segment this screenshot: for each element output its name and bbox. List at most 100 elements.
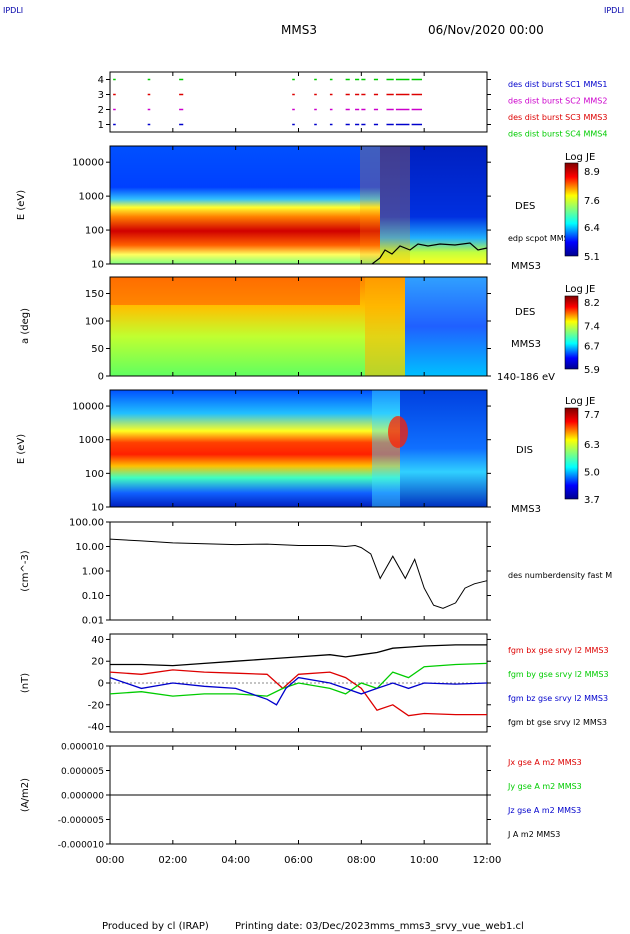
des-energy-colorbar: Log JE 8.9 7.6 6.4 5.1	[564, 152, 600, 263]
y-tick-label: 1000	[79, 435, 104, 446]
burst-marks	[113, 78, 423, 126]
y-tick-label: 1	[98, 120, 104, 131]
des-energy-ylabel: E (eV)	[16, 190, 27, 220]
bfield-legend-item: fgm bt gse srvy l2 MMS3	[508, 718, 607, 727]
y-tick-label: 1000	[79, 192, 104, 203]
dis-energy-ylabel: E (eV)	[16, 434, 27, 464]
y-tick-label: 10	[91, 260, 104, 271]
y-tick-label: -0.000005	[58, 816, 104, 826]
y-tick-label: 4	[98, 75, 104, 86]
des-pitch-energy-range: 140-186 eV	[497, 372, 555, 383]
y-tick-label: 100	[85, 469, 104, 480]
des-energy-colorbar-ticks: 8.9 7.6 6.4 5.1	[584, 167, 600, 263]
bfield-series-line	[110, 644, 487, 667]
y-tick-label: 10000	[72, 158, 104, 169]
bfield-legend-item: fgm by gse srvy l2 MMS3	[508, 670, 609, 679]
dis-energy-spacecraft-label: MMS3	[511, 504, 541, 515]
time-tick-label: 00:00	[96, 855, 125, 866]
des-pitch-colorbar-title: Log JE	[565, 284, 595, 295]
current-legend-item: J A m2 MMS3	[507, 830, 560, 839]
y-tick-label: 150	[85, 289, 104, 300]
panel-bfield: (nT) 40 20 0 -20 -40 fgm bx gse srvy l2 MMS3…	[20, 633, 609, 733]
footer-produced-by: Produced by cl (IRAP)	[102, 921, 209, 932]
current-legend-item: Jy gse A m2 MMS3	[507, 782, 582, 791]
y-tick-label: 100	[85, 226, 104, 237]
y-tick-label: 3	[98, 90, 104, 101]
colorbar-tick-label: 8.9	[584, 167, 600, 178]
page-title: MMS3	[281, 23, 317, 37]
des-pitch-spacecraft-label: MMS3	[511, 339, 541, 350]
dis-energy-late-region	[400, 390, 487, 507]
density-ylabel: (cm^-3)	[20, 550, 31, 591]
des-pitch-colorbar-gradient	[564, 295, 579, 370]
y-tick-label: 50	[91, 344, 104, 355]
time-tick-label: 02:00	[158, 855, 187, 866]
header-date: 06/Nov/2020 00:00	[428, 23, 544, 37]
panel-des-energy: E (eV) 10000 1000 100 10 DES edp scpot MMS3…	[16, 145, 600, 272]
y-tick-label: -20	[88, 700, 104, 711]
des-energy-overlay-label: edp scpot MMS3	[508, 234, 574, 243]
colorbar-tick-label: 3.7	[584, 495, 600, 506]
des-pitch-instrument-label: DES	[515, 307, 535, 318]
bfield-legend-item: fgm bz gse srvy l2 MMS3	[508, 694, 608, 703]
dis-energy-hot-spot	[388, 416, 408, 448]
des-pitch-transition	[365, 277, 405, 376]
des-pitch-strong-band	[110, 277, 360, 305]
colorbar-tick-label: 7.6	[584, 196, 600, 207]
burst-legend-item: des dist burst SC2 MMS2	[508, 97, 607, 106]
y-tick-label: 40	[91, 635, 104, 646]
burst-legend-item: des dist burst SC3 MMS3	[508, 113, 607, 122]
dis-energy-colorbar-title: Log JE	[565, 396, 595, 407]
bfield-legend-item: fgm bx gse srvy l2 MMS3	[508, 646, 609, 655]
des-pitch-ylabel: a (deg)	[20, 308, 31, 344]
panel-current: (A/m2) 0.000010 0.000005 0.000000 -0.000005…	[20, 743, 582, 851]
y-tick-label: 100.00	[69, 518, 104, 529]
bfield-series-line	[109, 676, 488, 706]
y-tick-label: 0.10	[82, 591, 104, 602]
des-energy-spacecraft-label: MMS3	[511, 261, 541, 272]
bfield-legend: fgm bx gse srvy l2 MMS3 fgm by gse srvy l…	[508, 646, 609, 727]
corner-label-top-right: IPDLI	[604, 6, 624, 15]
dis-energy-colorbar: Log JE 7.7 6.3 5.0 3.7	[564, 396, 600, 506]
y-tick-label: 1.00	[82, 567, 104, 578]
density-plot	[109, 538, 488, 609]
dis-energy-colorbar-gradient	[564, 407, 579, 500]
colorbar-tick-label: 5.0	[584, 467, 600, 478]
des-energy-late-region	[380, 146, 487, 264]
y-tick-label: 0.000010	[61, 743, 104, 753]
footer-printing-date: Printing date: 03/Dec/2023	[235, 921, 370, 932]
bfield-series-line	[109, 669, 487, 717]
des-energy-colorbar-gradient	[564, 162, 579, 257]
des-pitch-colorbar-ticks: 8.2 7.4 6.7 5.9	[584, 298, 600, 376]
current-legend-item: Jz gse A m2 MMS3	[507, 806, 581, 815]
y-tick-label: 2	[98, 105, 104, 116]
current-yticks: 0.000010 0.000005 0.000000 -0.000005 -0.0000…	[58, 743, 491, 851]
burst-yticks: 4 3 2 1	[98, 75, 491, 131]
colorbar-tick-label: 6.4	[584, 223, 600, 234]
panel-density: (cm^-3) 100.00 10.00 1.00 0.10 0.01 des numb…	[20, 518, 612, 627]
corner-label-top-left: IPDLI	[3, 6, 23, 15]
des-pitch-colorbar: Log JE 8.2 7.4 6.7 5.9	[564, 284, 600, 376]
panel-density-frame	[109, 521, 488, 621]
des-pitch-late-region	[405, 277, 487, 376]
y-tick-label: -0.000010	[58, 841, 104, 851]
current-legend: Jx gse A m2 MMS3 Jy gse A m2 MMS3 Jz gse A…	[507, 758, 582, 839]
colorbar-tick-label: 6.3	[584, 440, 600, 451]
burst-legend-item: des dist burst SC4 MMS4	[508, 130, 607, 139]
bfield-series-line	[109, 662, 488, 697]
y-tick-label: 10	[91, 503, 104, 514]
colorbar-tick-label: 8.2	[584, 298, 600, 309]
current-ylabel: (A/m2)	[20, 778, 31, 812]
y-tick-label: 20	[91, 657, 104, 668]
colorbar-tick-label: 7.7	[584, 410, 600, 421]
y-tick-label: -40	[88, 722, 104, 733]
footer-file: mms_mms3_srvy_vue_web1.cl	[370, 921, 524, 932]
des-energy-transition	[360, 146, 410, 264]
y-tick-label: 10.00	[75, 542, 104, 553]
time-tick-label: 12:00	[473, 855, 502, 866]
time-tick-label: 04:00	[221, 855, 250, 866]
colorbar-tick-label: 7.4	[584, 321, 600, 332]
des-energy-instrument-label: DES	[515, 201, 535, 212]
